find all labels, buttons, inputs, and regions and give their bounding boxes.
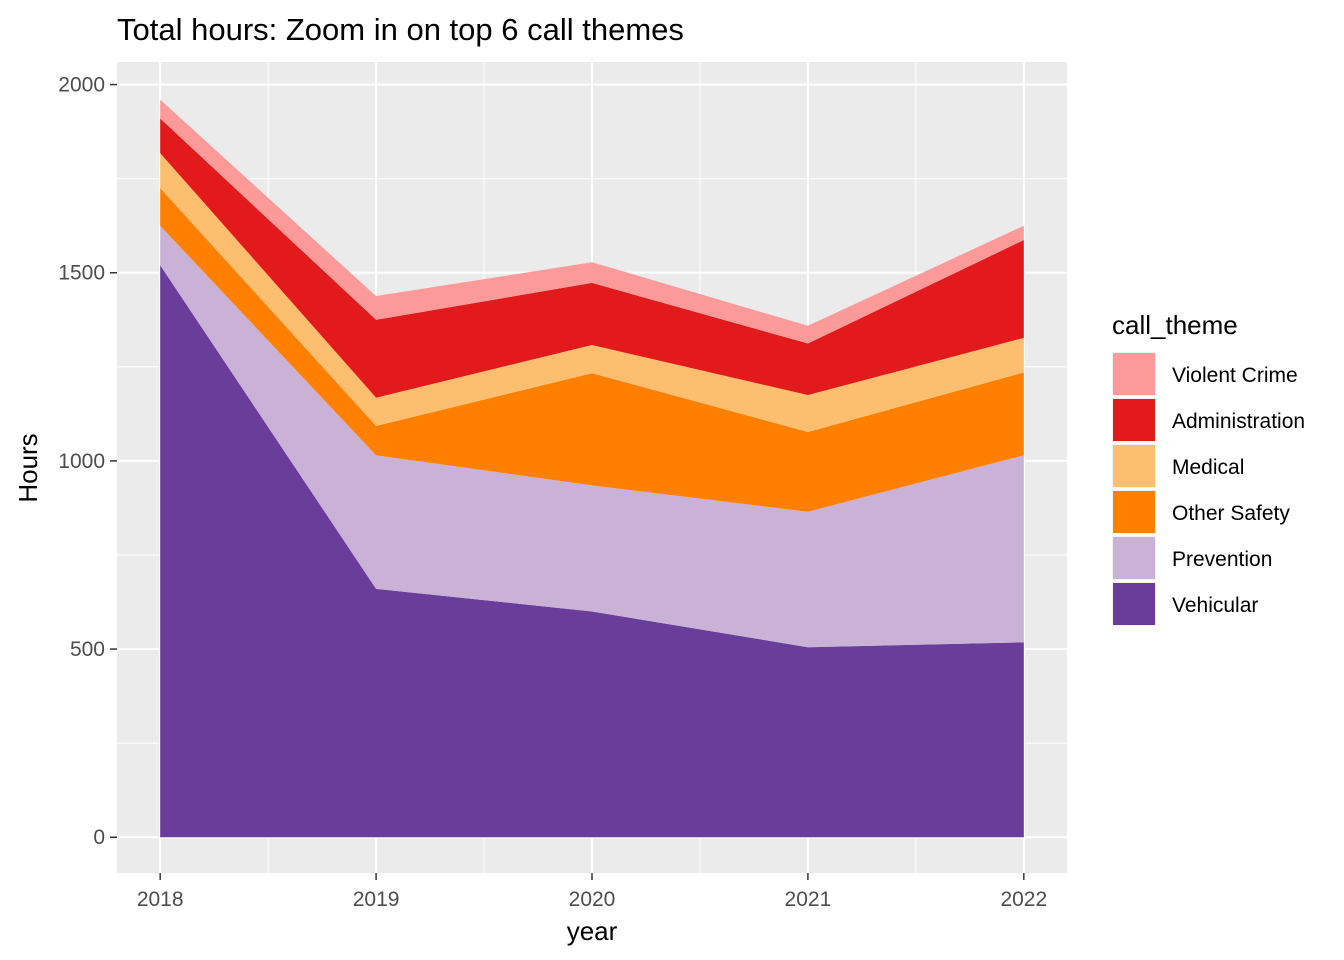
y-tick-label: 1500 (58, 262, 105, 285)
area-vehicular (160, 265, 1024, 838)
y-axis-title: Hours (13, 433, 43, 502)
x-tick-label: 2022 (1000, 888, 1047, 911)
x-tick-label: 2019 (353, 888, 400, 911)
legend-title: call_theme (1112, 310, 1238, 340)
legend-label-prevention: Prevention (1172, 548, 1272, 571)
area-layers (160, 99, 1024, 838)
legend-key-other-safety (1113, 491, 1155, 533)
legend-label-violent-crime: Violent Crime (1172, 364, 1298, 387)
y-tick-label: 2000 (58, 74, 105, 97)
x-tick-label: 2021 (785, 888, 832, 911)
chart-title: Total hours: Zoom in on top 6 call theme… (117, 12, 684, 47)
y-axis: 0 500 1000 1500 2000 (58, 74, 117, 849)
legend-key-violent-crime (1113, 353, 1155, 395)
legend-label-administration: Administration (1172, 410, 1305, 433)
x-tick-label: 2018 (137, 888, 184, 911)
legend-key-administration (1113, 399, 1155, 441)
legend-label-medical: Medical (1172, 456, 1244, 479)
legend-label-other-safety: Other Safety (1172, 502, 1290, 525)
y-tick-label: 0 (93, 826, 105, 849)
y-tick-label: 1000 (58, 450, 105, 473)
legend-key-prevention (1113, 537, 1155, 579)
x-axis: 2018 2019 2020 2021 2022 (137, 873, 1047, 911)
y-tick-label: 500 (70, 638, 105, 661)
x-tick-label: 2020 (569, 888, 616, 911)
x-axis-title: year (567, 916, 618, 946)
area-prevention (160, 225, 1024, 648)
area-other-safety (160, 188, 1024, 512)
area-administration (160, 118, 1024, 398)
legend: call_theme Violent Crime Administration Me… (1112, 310, 1305, 626)
legend-label-vehicular: Vehicular (1172, 594, 1258, 617)
legend-key-medical (1113, 445, 1155, 487)
legend-items: Violent Crime Administration Medical Other … (1112, 352, 1305, 626)
legend-key-vehicular (1113, 583, 1155, 625)
